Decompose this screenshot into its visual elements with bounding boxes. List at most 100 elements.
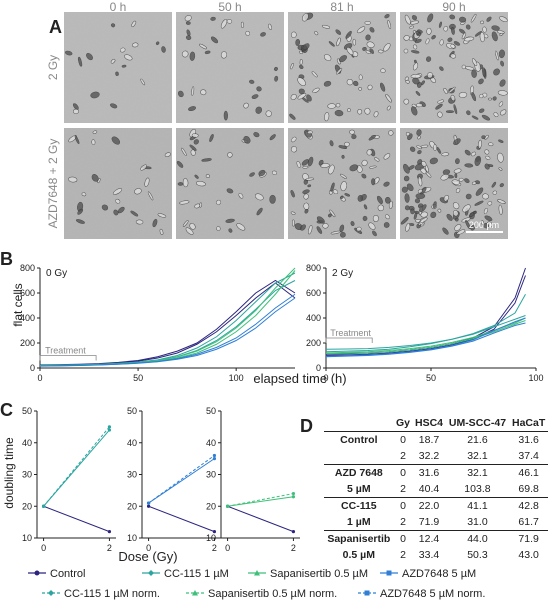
table-cell: 2	[400, 549, 406, 561]
data-point	[107, 428, 112, 432]
table-cell: 0	[400, 467, 406, 479]
table-cell: 2	[393, 481, 413, 498]
y-tick-label: 0	[316, 363, 321, 373]
table-cell: 18.7	[418, 434, 440, 446]
col-header-hacat: HaCaT	[509, 415, 548, 432]
series-line	[325, 322, 526, 358]
table-cell: 1 µM	[324, 514, 394, 531]
table-cell: Control	[340, 434, 378, 446]
time-label: 50 h	[218, 0, 241, 14]
data-point	[291, 495, 296, 499]
growth-curves-panel: B flat cells 0 200 400 600 800 0 50 100 0 Gy Trea…	[0, 249, 544, 386]
y-tick-label: 600	[306, 288, 321, 298]
series-line	[325, 267, 526, 355]
treatment-annotation: Treatment	[45, 346, 86, 356]
table-cell: 22.0	[418, 500, 440, 512]
table-cell: 50.3	[467, 549, 488, 561]
table-row: AZD 7648 0 31.6 32.1 46.1	[324, 465, 548, 482]
data-point	[291, 491, 296, 496]
y-tick-label: 40	[127, 438, 137, 448]
col-header-umscc47: UM-SCC-47	[445, 415, 510, 432]
y-tick-label: 50	[127, 406, 137, 416]
table-cell: 44.0	[467, 533, 488, 545]
chart-title: 2 Gy	[332, 268, 353, 279]
table-cell: 41.1	[467, 500, 488, 512]
svg-text:Sapanisertib 0.5 µM: Sapanisertib 0.5 µM	[270, 568, 368, 580]
data-point	[212, 530, 217, 534]
y-tick-label: 50	[22, 406, 32, 416]
micrograph-tile	[64, 12, 172, 123]
col-header-treatment	[324, 415, 394, 432]
svg-text:CC-115 1 µM: CC-115 1 µM	[164, 568, 229, 580]
series-line	[39, 279, 296, 366]
treatment-annotation: Treatment	[330, 328, 371, 338]
data-point	[146, 501, 151, 505]
chart-title: 0 Gy	[46, 268, 67, 279]
table-cell: 103.8	[445, 481, 510, 498]
y-tick-label: 30	[127, 470, 137, 480]
table-row: Control 0 18.7 21.6 31.6	[324, 432, 548, 449]
table-cell: 46.1	[518, 467, 539, 479]
svg-text:Control: Control	[50, 568, 85, 580]
y-tick-label: 20	[22, 501, 32, 511]
x-axis-label-elapsed-time: elapsed time (h)	[253, 371, 346, 386]
table-cell: Sapanisertib	[327, 533, 391, 545]
table-cell: 21.6	[467, 434, 488, 446]
panel-label-d: D	[300, 416, 313, 436]
table-cell: 32.1	[445, 448, 510, 465]
series-line	[325, 275, 526, 356]
y-tick-label: 10	[127, 533, 137, 543]
micrograph-tile	[400, 12, 508, 123]
data-point	[107, 530, 112, 534]
y-tick-label: 20	[206, 501, 216, 511]
time-label: 90 h	[442, 0, 465, 14]
y-tick-label: 800	[306, 263, 321, 273]
table-cell: 43.0	[518, 549, 539, 561]
data-point	[41, 504, 46, 508]
micrograph-tile	[176, 12, 284, 123]
x-tick-label: 100	[229, 373, 244, 383]
svg-text:Sapanisertib 0.5 µM norm.: Sapanisertib 0.5 µM norm.	[208, 588, 337, 600]
chart-2gy: 0 200 400 600 800 0 50 100 2 Gy Treatment	[306, 263, 544, 383]
table-row: 1 µM 2 71.9 31.0 61.7	[324, 514, 548, 531]
y-tick-label: 400	[20, 313, 35, 323]
x-tick-label: 2	[291, 543, 296, 553]
scale-bar: 200 µm	[466, 220, 503, 233]
time-label: 81 h	[330, 0, 353, 14]
table-cell: 40.4	[412, 481, 446, 498]
col-header-gy: Gy	[393, 415, 413, 432]
table-cell: CC-115	[341, 500, 377, 512]
data-point	[212, 457, 217, 461]
table-cell: 32.1	[467, 467, 488, 479]
y-tick-label: 30	[206, 470, 216, 480]
y-tick-label: 600	[20, 288, 35, 298]
doubling-time-table: Gy HSC4 UM-SCC-47 HaCaT Control 0 18.7 21.6…	[324, 415, 548, 563]
table-cell: 0	[400, 434, 406, 446]
micrograph-tile	[64, 128, 172, 239]
table-cell: 42.8	[518, 500, 539, 512]
row-label: AZD7648 + 2 Gy	[46, 139, 60, 229]
y-tick-label: 30	[22, 470, 32, 480]
svg-text:AZD7648 5 µM: AZD7648 5 µM	[402, 568, 476, 580]
panel-label-c: C	[0, 400, 13, 420]
y-tick-label: 20	[127, 501, 137, 511]
chart-0gy: 0 200 400 600 800 0 50 100 0 Gy Treatment	[20, 263, 296, 383]
x-tick-label: 2	[107, 543, 112, 553]
y-tick-label: 200	[20, 338, 35, 348]
svg-text:AZD7648 5 µM norm.: AZD7648 5 µM norm.	[380, 588, 485, 600]
legend-item: Sapanisertib 0.5 µM norm.	[186, 588, 337, 600]
x-tick-label: 50	[133, 373, 143, 383]
x-tick-label: 0	[41, 543, 46, 553]
y-tick-label: 0	[30, 363, 35, 373]
series-line	[43, 505, 110, 533]
y-tick-label: 40	[206, 438, 216, 448]
table-row: Sapanisertib 0 12.4 44.0 71.9	[324, 531, 548, 548]
micrograph-tile	[288, 12, 396, 123]
table-cell: 33.4	[418, 549, 440, 561]
y-axis-label-flat-cells: flat cells	[11, 283, 25, 326]
x-tick-label: 0	[323, 373, 328, 383]
micrograph-panel: A 0 h 50 h 81 h 90 h 2 Gy AZD7648 + 2 Gy 200…	[46, 0, 508, 239]
micrograph-tile	[400, 128, 508, 239]
